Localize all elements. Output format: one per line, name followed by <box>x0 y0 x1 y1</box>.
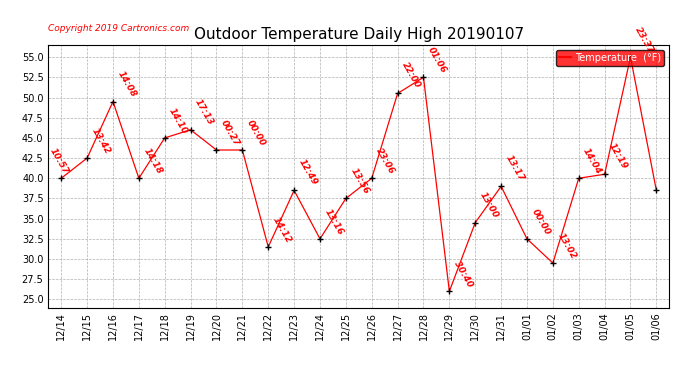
Text: 13:00: 13:00 <box>478 191 500 220</box>
Text: 13:17: 13:17 <box>504 154 526 183</box>
Text: 13:56: 13:56 <box>348 167 371 196</box>
Text: 12:19: 12:19 <box>607 142 629 171</box>
Text: 23:06: 23:06 <box>374 147 397 176</box>
Text: 17:13: 17:13 <box>193 97 215 127</box>
Title: Outdoor Temperature Daily High 20190107: Outdoor Temperature Daily High 20190107 <box>194 27 524 42</box>
Text: 14:12: 14:12 <box>270 215 293 244</box>
Text: 22:00: 22:00 <box>400 61 422 90</box>
Text: 12:49: 12:49 <box>297 158 319 187</box>
Text: 01:06: 01:06 <box>426 46 449 75</box>
Text: 00:00: 00:00 <box>245 118 267 148</box>
Legend: Temperature  (°F): Temperature (°F) <box>556 50 664 66</box>
Text: 10:57: 10:57 <box>48 147 70 176</box>
Text: 23:37: 23:37 <box>633 26 656 55</box>
Text: 13:16: 13:16 <box>322 207 345 236</box>
Text: 13:02: 13:02 <box>555 231 578 261</box>
Text: 00:27: 00:27 <box>219 118 242 148</box>
Text: 14:08: 14:08 <box>116 69 138 98</box>
Text: 14:18: 14:18 <box>141 147 164 176</box>
Text: 14:04: 14:04 <box>581 147 604 176</box>
Text: Copyright 2019 Cartronics.com: Copyright 2019 Cartronics.com <box>48 24 190 33</box>
Text: 30:40: 30:40 <box>452 260 474 289</box>
Text: 13:42: 13:42 <box>90 126 112 156</box>
Text: 00:00: 00:00 <box>530 207 552 236</box>
Text: 14:10: 14:10 <box>167 106 190 135</box>
